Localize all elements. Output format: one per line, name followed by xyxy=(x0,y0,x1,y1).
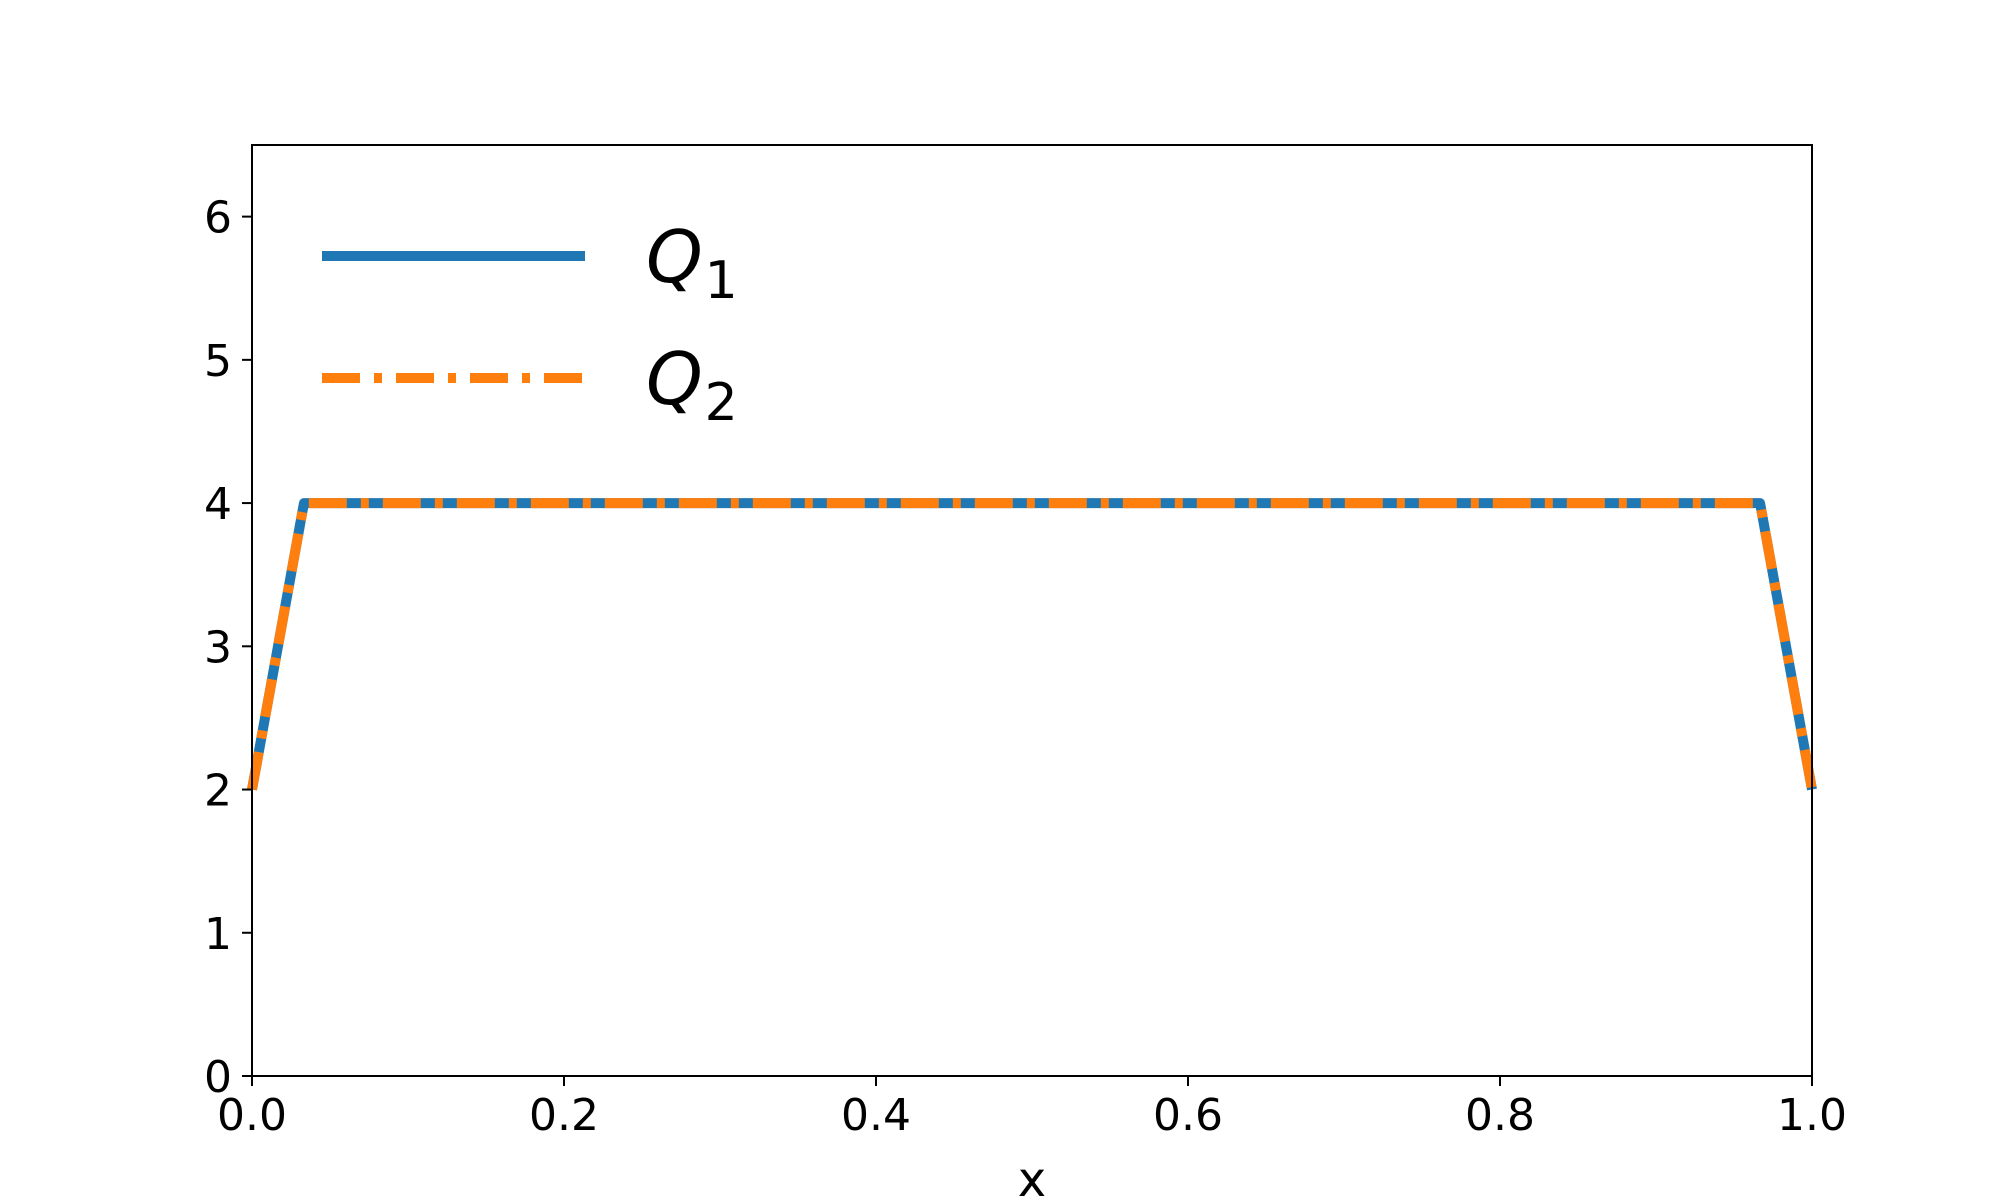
ticks-layer: 0.0 0.2 0.4 0.6 0.8 1.0 0 1 2 3 4 5 6 xyxy=(204,193,1847,1141)
y-tick-label: 6 xyxy=(204,193,232,244)
axes-frame xyxy=(251,144,1813,1077)
x-tick-label: 0.2 xyxy=(529,1090,599,1141)
series-layer xyxy=(247,498,1817,791)
x-tick-label: 1.0 xyxy=(1777,1090,1847,1141)
y-tick-label: 2 xyxy=(204,766,232,817)
x-tick-label: 0.4 xyxy=(841,1090,911,1141)
y-tick-label: 5 xyxy=(204,336,232,387)
x-tick-label: 0.6 xyxy=(1153,1090,1223,1141)
x-axis-label: x xyxy=(1018,1152,1046,1200)
legend-label-q1: Q1 xyxy=(646,215,738,311)
y-tick-label: 0 xyxy=(204,1052,232,1103)
x-tick-label: 0.0 xyxy=(217,1090,287,1141)
x-tick-label: 0.8 xyxy=(1465,1090,1535,1141)
legend-label-q2: Q2 xyxy=(646,337,738,433)
y-tick-label: 3 xyxy=(204,622,232,673)
series-line-q2 xyxy=(247,498,1817,791)
y-tick-label: 1 xyxy=(204,909,232,960)
axes-border xyxy=(251,144,1813,1077)
y-tick-label: 4 xyxy=(204,479,232,530)
